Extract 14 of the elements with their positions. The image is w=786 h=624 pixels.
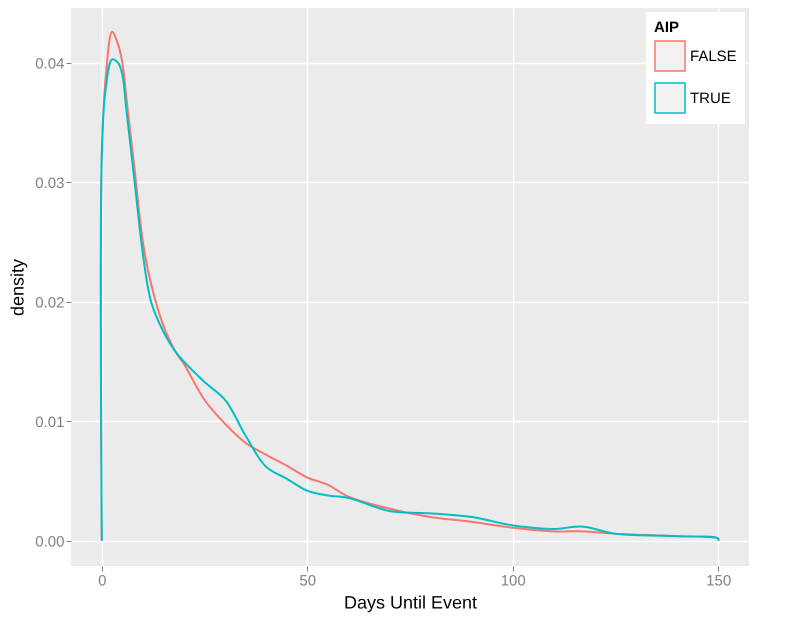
x-axis-title: Days Until Event (344, 592, 478, 612)
y-tick-label: 0.04 (35, 55, 64, 72)
legend-label: TRUE (690, 90, 731, 107)
y-tick-label: 0.02 (35, 294, 64, 312)
x-tick-label: 150 (706, 572, 732, 590)
x-tick-label: 0 (98, 572, 106, 590)
y-tick-label: 0.00 (35, 533, 64, 550)
x-tick-label: 100 (500, 572, 526, 590)
legend-title: AIP (654, 19, 680, 36)
y-tick-label: 0.01 (35, 414, 64, 431)
y-tick-label: 0.03 (35, 174, 64, 192)
x-tick-label: 50 (299, 572, 316, 590)
y-axis-title: density (7, 258, 28, 316)
legend-label: FALSE (690, 48, 737, 65)
